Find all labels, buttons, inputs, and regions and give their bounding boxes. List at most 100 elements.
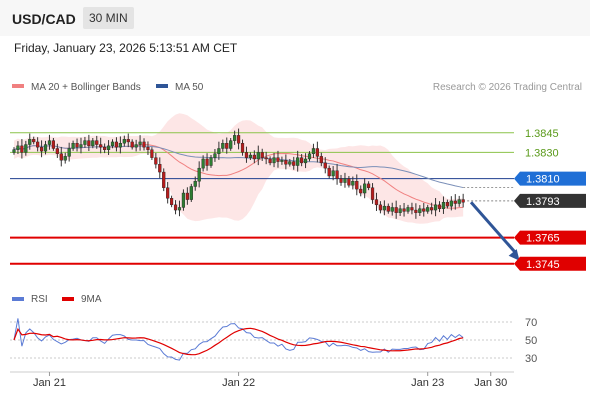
candle-body — [363, 183, 367, 194]
candle-body — [189, 186, 193, 200]
candle-body — [370, 187, 375, 200]
candle-body — [16, 145, 20, 150]
candle-body — [347, 178, 351, 186]
legend-label-main-1: MA 50 — [175, 82, 204, 93]
header-bar: USD/CAD 30 MIN — [0, 0, 590, 36]
candle-body — [418, 208, 422, 213]
bollinger-band — [14, 113, 464, 224]
candle-body — [272, 157, 276, 164]
legend-label-main-0: MA 20 + Bollinger Bands — [31, 82, 141, 93]
candle-body — [233, 135, 237, 141]
rsi-tick-70: 70 — [525, 317, 537, 329]
legend-label-rsi-0: RSI — [31, 294, 48, 305]
candle-body — [150, 149, 154, 158]
candle-body — [280, 160, 284, 162]
candle-body — [162, 171, 166, 188]
candle-body — [437, 204, 442, 209]
x-tick-label: Jan 22 — [222, 377, 255, 389]
candle-body — [158, 164, 162, 173]
candle-body — [181, 192, 186, 208]
candle-body — [130, 141, 134, 148]
candle-body — [67, 148, 71, 157]
candle-body — [154, 157, 158, 165]
candle-body — [296, 157, 300, 166]
candle-body — [453, 200, 457, 204]
candle-body — [166, 187, 170, 199]
x-tick-label: Jan 21 — [33, 377, 66, 389]
level-tag-1.3810 — [514, 171, 586, 186]
level-tag-1.3745 — [514, 256, 586, 271]
candle-body — [276, 157, 280, 162]
candle-body — [323, 162, 327, 169]
candle-body — [59, 153, 63, 161]
candle-body — [205, 158, 209, 166]
candle-body — [118, 143, 122, 148]
candle-body — [355, 181, 359, 190]
level-label-1.3845: 1.3845 — [525, 128, 559, 140]
candle-body — [95, 140, 99, 145]
candle-body — [292, 161, 296, 166]
candle-body — [43, 144, 48, 152]
candle-body — [303, 158, 308, 164]
candle-body — [12, 149, 16, 153]
candle-body — [197, 167, 201, 182]
candle-body — [142, 141, 146, 148]
candle-body — [221, 143, 225, 149]
rsi-tick-50: 50 — [525, 335, 537, 347]
candle-body — [91, 140, 95, 147]
chart-datetime: Friday, January 23, 2026 5:13:51 AM CET — [14, 41, 238, 55]
candle-body — [75, 143, 79, 148]
candle-body — [394, 207, 398, 213]
candle-body — [20, 145, 24, 153]
forecast-arrow-shaft — [469, 201, 517, 254]
candle-body — [55, 148, 59, 154]
candle-body — [327, 167, 331, 177]
candle-body — [106, 145, 111, 150]
level-label-1.3745: 1.3745 — [526, 259, 560, 271]
x-tick-label: Jan 30 — [474, 377, 507, 389]
candle-body — [32, 139, 36, 143]
credit-text: Research © 2026 Trading Central — [433, 82, 582, 93]
candle-body — [268, 158, 272, 164]
candle-body — [311, 148, 316, 154]
candle-body — [414, 209, 418, 213]
candle-body — [79, 144, 83, 148]
candle-body — [402, 208, 406, 212]
legend-swatch-main-1 — [156, 84, 168, 88]
level-tag-1.3765 — [514, 230, 586, 245]
candle-body — [24, 144, 28, 153]
legend-label-rsi-1: 9MA — [81, 294, 102, 305]
legend-swatch-rsi-0 — [12, 297, 24, 301]
candle-body — [378, 204, 383, 211]
candle-body — [248, 154, 252, 158]
candle-body — [390, 207, 394, 212]
candle-body — [398, 208, 402, 213]
timeframe-badge[interactable]: 30 MIN — [83, 7, 134, 29]
candle-body — [252, 154, 256, 160]
candle-body — [374, 199, 379, 206]
level-label-1.3793: 1.3793 — [526, 196, 560, 208]
candle-body — [193, 181, 197, 187]
candle-body — [39, 146, 44, 152]
candle-body — [71, 143, 75, 149]
candle-body — [209, 157, 213, 166]
candle-body — [47, 140, 52, 145]
candle-body — [169, 198, 174, 206]
rsi-line — [13, 318, 464, 361]
candle-body — [284, 160, 288, 165]
candle-body — [433, 204, 438, 211]
candle-body — [319, 156, 323, 164]
level-tag-1.3793 — [514, 193, 586, 208]
candle-body — [339, 178, 343, 183]
candle-body — [229, 140, 233, 149]
candle-body — [213, 153, 217, 158]
candle-body — [103, 146, 107, 150]
candle-body — [173, 204, 178, 211]
level-label-1.3765: 1.3765 — [526, 233, 560, 245]
candle-body — [256, 152, 260, 160]
candle-body — [99, 144, 103, 148]
candle-body — [225, 143, 229, 149]
candle-body — [138, 141, 142, 145]
candle-body — [240, 143, 245, 153]
